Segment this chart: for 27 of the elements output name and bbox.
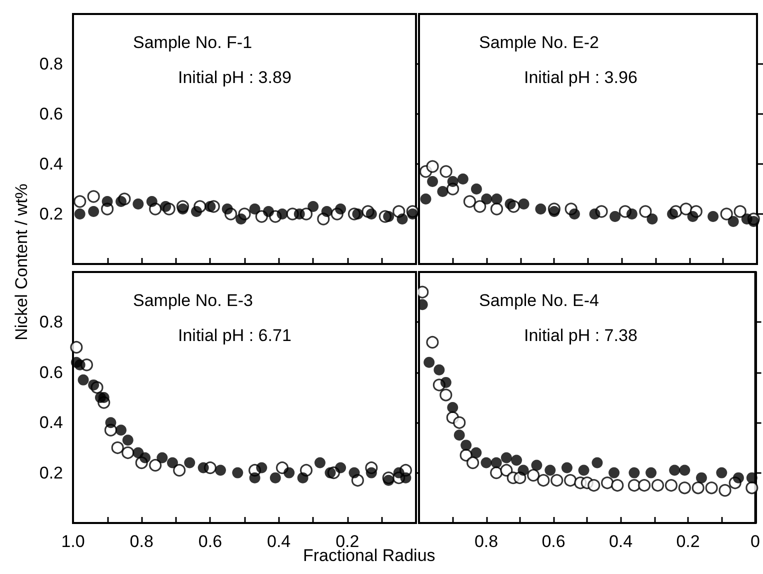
text: Initial pH : 3.96 — [524, 68, 638, 87]
text: Initial pH : 3.89 — [178, 68, 292, 87]
y-tick-label: 0.6 — [39, 362, 63, 382]
x-tick-label: 0.6 — [542, 532, 566, 551]
y-tick-label: 0.2 — [39, 463, 63, 482]
text: Sample No. E-3 — [133, 291, 253, 310]
x-tick-label: 0.6 — [198, 532, 222, 551]
text: Initial pH : 7.38 — [524, 326, 638, 345]
y-tick-label: 0.8 — [39, 54, 63, 74]
x-tick-label: 0.8 — [130, 532, 154, 551]
x-axis-title: Fractional Radius — [303, 546, 436, 566]
x-tick-label: 1.0 — [61, 532, 85, 551]
x-tick-label: 0.8 — [474, 532, 498, 551]
y-axis-title: Nickel Content / wt% — [12, 184, 32, 340]
text: Sample No. E-4 — [479, 291, 599, 310]
text: Initial pH : 6.71 — [178, 326, 292, 345]
y-tick-label: 0.4 — [39, 154, 63, 174]
y-tick-label: 0.4 — [39, 413, 63, 432]
x-tick-label: 0.2 — [676, 532, 700, 551]
y-tick-label: 0.6 — [39, 104, 63, 124]
x-tick-label: 0.4 — [608, 532, 633, 551]
x-tick-label: 0.4 — [266, 532, 291, 551]
y-tick-label: 0.2 — [39, 204, 63, 224]
x-tick-label: 0 — [750, 532, 760, 551]
text: Sample No. E-2 — [479, 33, 599, 52]
y-tick-label: 0.8 — [39, 312, 63, 332]
text: Sample No. F-1 — [133, 33, 252, 52]
